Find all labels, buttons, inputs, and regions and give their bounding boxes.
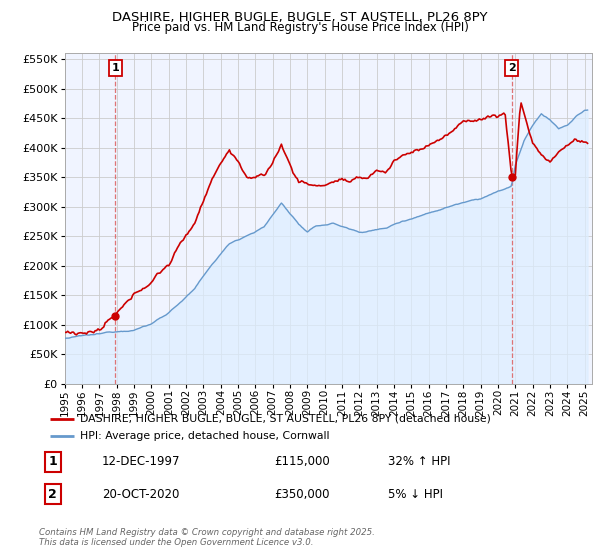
Text: Contains HM Land Registry data © Crown copyright and database right 2025.: Contains HM Land Registry data © Crown c…: [39, 528, 375, 536]
Text: 5% ↓ HPI: 5% ↓ HPI: [388, 488, 443, 501]
Text: 2: 2: [48, 488, 57, 501]
Text: This data is licensed under the Open Government Licence v3.0.: This data is licensed under the Open Gov…: [39, 538, 314, 547]
Text: 1: 1: [48, 455, 57, 468]
Text: £115,000: £115,000: [274, 455, 329, 468]
Text: 20-OCT-2020: 20-OCT-2020: [102, 488, 179, 501]
Text: 2: 2: [508, 63, 515, 73]
Text: DASHIRE, HIGHER BUGLE, BUGLE, ST AUSTELL, PL26 8PY (detached house): DASHIRE, HIGHER BUGLE, BUGLE, ST AUSTELL…: [80, 413, 491, 423]
Text: 32% ↑ HPI: 32% ↑ HPI: [388, 455, 451, 468]
Text: 1: 1: [112, 63, 119, 73]
Text: £350,000: £350,000: [274, 488, 329, 501]
Text: HPI: Average price, detached house, Cornwall: HPI: Average price, detached house, Corn…: [80, 431, 329, 441]
Text: DASHIRE, HIGHER BUGLE, BUGLE, ST AUSTELL, PL26 8PY: DASHIRE, HIGHER BUGLE, BUGLE, ST AUSTELL…: [112, 11, 488, 24]
Text: Price paid vs. HM Land Registry's House Price Index (HPI): Price paid vs. HM Land Registry's House …: [131, 21, 469, 34]
Text: 12-DEC-1997: 12-DEC-1997: [102, 455, 180, 468]
